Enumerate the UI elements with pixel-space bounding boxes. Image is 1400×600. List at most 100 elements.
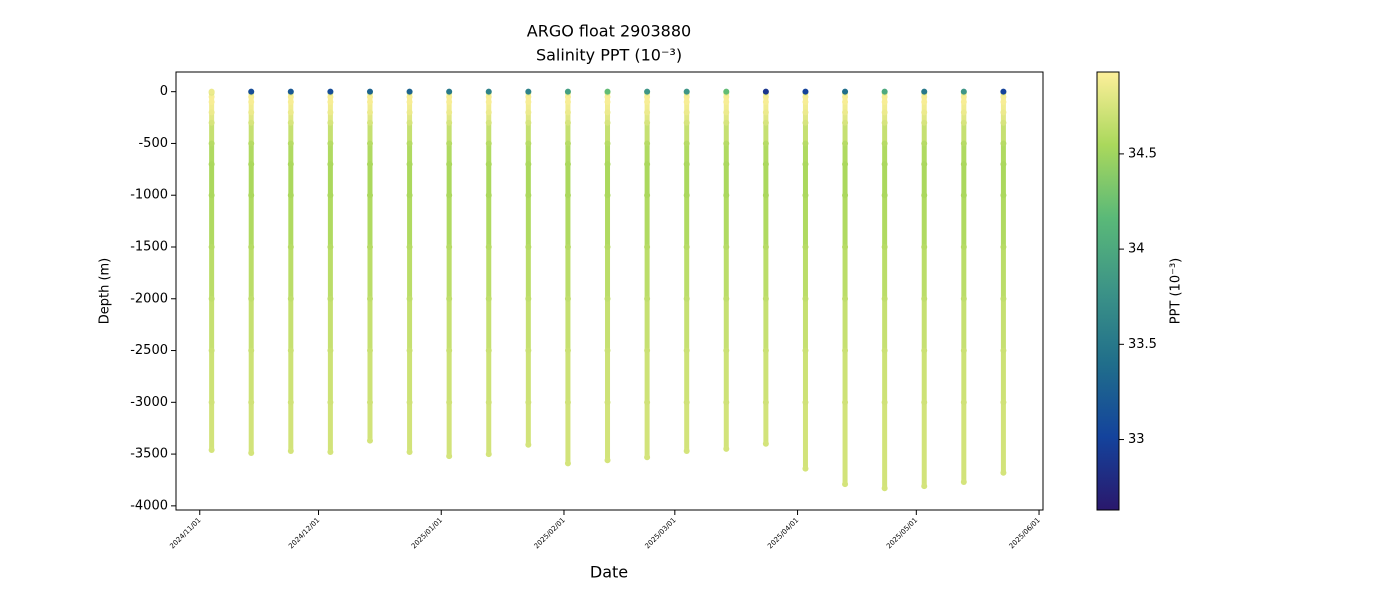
profile [604, 88, 611, 464]
data-point [366, 347, 373, 354]
data-point [644, 243, 651, 250]
profile [921, 88, 928, 490]
data-point [723, 399, 730, 406]
data-point [327, 88, 334, 95]
profile [208, 88, 215, 453]
data-point [802, 99, 809, 106]
profile [1000, 88, 1007, 476]
data-point [921, 192, 928, 199]
data-point [921, 399, 928, 406]
data-point [1000, 93, 1007, 100]
data-point [208, 88, 215, 95]
profile [723, 88, 730, 452]
profile [644, 88, 651, 461]
data-point [842, 192, 849, 199]
data-point [446, 453, 453, 460]
data-point [1000, 140, 1007, 147]
data-point [960, 109, 967, 116]
data-point [485, 99, 492, 106]
profile [683, 88, 690, 454]
data-point [525, 140, 532, 147]
data-point [406, 449, 413, 456]
profile [485, 88, 492, 458]
data-point [842, 119, 849, 126]
data-point [406, 99, 413, 106]
data-point [485, 93, 492, 100]
data-point [762, 399, 769, 406]
data-point [287, 243, 294, 250]
data-point [881, 161, 888, 168]
data-point [1000, 99, 1007, 106]
data-point [842, 88, 849, 95]
data-point [802, 88, 809, 95]
data-point [327, 399, 334, 406]
data-point [921, 88, 928, 95]
data-point [525, 99, 532, 106]
data-point [762, 440, 769, 447]
data-point [762, 109, 769, 116]
colorbar-tick-label: 34 [1128, 242, 1145, 257]
data-point [604, 99, 611, 106]
data-point [604, 347, 611, 354]
x-tick-label: 2025/05/01 [885, 516, 919, 550]
data-point [446, 295, 453, 302]
data-point [406, 119, 413, 126]
chart-title: ARGO float 2903880 [527, 22, 691, 41]
data-point [525, 192, 532, 199]
data-point [208, 119, 215, 126]
data-point [406, 93, 413, 100]
data-point [564, 243, 571, 250]
data-point [485, 399, 492, 406]
data-point [723, 243, 730, 250]
data-point [842, 295, 849, 302]
data-point [644, 93, 651, 100]
data-point [604, 399, 611, 406]
data-point [446, 109, 453, 116]
data-point [525, 441, 532, 448]
data-point [921, 161, 928, 168]
data-point [406, 109, 413, 116]
data-point [327, 140, 334, 147]
colorbar-tick-label: 34.5 [1128, 146, 1157, 161]
data-point [446, 192, 453, 199]
data-point [366, 99, 373, 106]
data-point [842, 93, 849, 100]
data-point [921, 99, 928, 106]
data-point [960, 161, 967, 168]
data-point [683, 399, 690, 406]
data-point [327, 243, 334, 250]
data-point [802, 347, 809, 354]
data-point [881, 399, 888, 406]
data-point [802, 161, 809, 168]
data-point [208, 140, 215, 147]
data-point [802, 465, 809, 472]
data-point [327, 119, 334, 126]
data-point [723, 445, 730, 452]
profile [525, 88, 532, 448]
data-point [327, 99, 334, 106]
data-point [287, 99, 294, 106]
x-tick-label: 2024/12/01 [287, 516, 321, 550]
data-point [842, 161, 849, 168]
data-point [762, 161, 769, 168]
data-point [881, 140, 888, 147]
data-point [248, 295, 255, 302]
data-point [287, 109, 294, 116]
profile [802, 88, 809, 472]
chart-subtitle: Salinity PPT (10⁻³) [536, 46, 682, 65]
data-point [921, 347, 928, 354]
data-point [604, 88, 611, 95]
data-point [960, 347, 967, 354]
data-point [881, 93, 888, 100]
data-point [485, 192, 492, 199]
data-point [406, 161, 413, 168]
data-point [762, 88, 769, 95]
data-point [802, 399, 809, 406]
data-point [446, 99, 453, 106]
data-point [842, 399, 849, 406]
data-point [446, 347, 453, 354]
data-point [1000, 295, 1007, 302]
data-point [802, 295, 809, 302]
data-point [446, 399, 453, 406]
